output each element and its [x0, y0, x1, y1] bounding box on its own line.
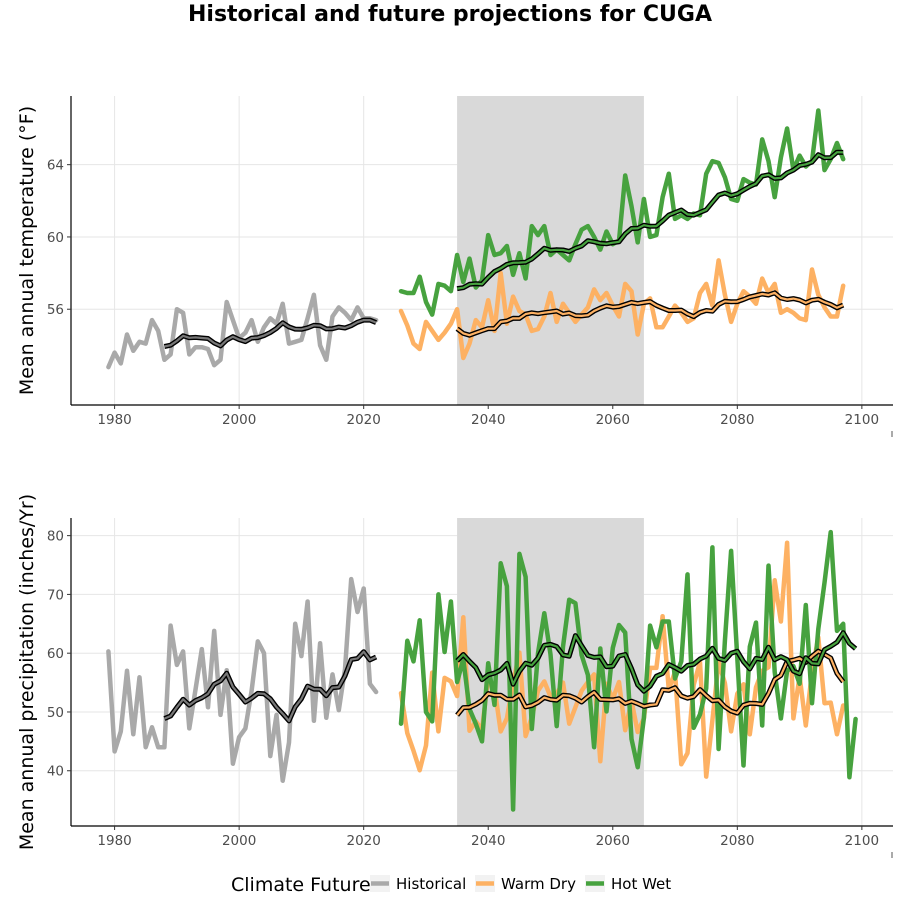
precipitation-panel: 1980 2000 2020 2040 2060 2080 2100 4050607080 … [16, 494, 893, 858]
precipitation-series-hot-wet [398, 529, 858, 812]
precipitation-series-historical [106, 576, 379, 783]
temperature-x-tick-label: 1980 [97, 412, 131, 428]
temperature-smoothed-lines [163, 149, 845, 349]
precipitation-y-tick-label: 60 [47, 646, 64, 662]
precipitation-x-tick-label: 2020 [347, 833, 381, 849]
precipitation-smooth-hot-wet [456, 631, 857, 693]
precipitation-y-tick-label: 40 [47, 764, 64, 780]
temperature-y-tick-label: 56 [47, 302, 64, 318]
temperature-x-tick-label: 2040 [471, 412, 505, 428]
chart-title: Historical and future projections for CU… [188, 2, 712, 27]
legend-label-hot-wet: Hot Wet [611, 875, 671, 893]
precipitation-y-axis-label: Mean annual precipitation (inches/Yr) [16, 494, 38, 850]
temperature-panel: 1980 2000 2020 2040 2060 2080 2100 56 60 64 Mean… [16, 96, 893, 437]
temperature-smooth-hot-wet [456, 151, 844, 290]
precipitation-x-tick-label: 2040 [471, 833, 505, 849]
temperature-smooth-warm-dry [456, 291, 844, 337]
temperature-axes [70, 96, 893, 437]
precipitation-x-tick-label: 2000 [222, 833, 256, 849]
temperature-x-tick-label: 2020 [347, 412, 381, 428]
precipitation-y-tick-label: 50 [47, 705, 64, 721]
temperature-y-tick-label: 60 [47, 230, 64, 246]
legend-label-historical: Historical [396, 875, 466, 893]
temperature-y-tick-labels: 56 60 64 [47, 158, 71, 318]
temperature-y-axis-label: Mean annual temperature (°F) [16, 106, 38, 395]
legend-items: Historical Warm Dry Hot Wet [370, 875, 671, 893]
precipitation-x-tick-label: 2080 [720, 833, 754, 849]
precipitation-axes [70, 518, 893, 858]
temperature-y-tick-label: 64 [47, 158, 64, 174]
temperature-x-tick-label: 2060 [596, 412, 630, 428]
precipitation-y-tick-label: 70 [47, 587, 64, 603]
precipitation-y-tick-label: 80 [47, 529, 64, 545]
temperature-x-tick-label: 2000 [222, 412, 256, 428]
temperature-x-tick-labels: 1980 2000 2020 2040 2060 2080 2100 [97, 405, 879, 428]
legend-item-warm-dry: Warm Dry [475, 875, 576, 893]
precipitation-y-tick-labels: 40 50 60 70 80 [47, 529, 71, 780]
precipitation-x-tick-label: 2060 [596, 833, 630, 849]
precipitation-x-tick-label: 2100 [845, 833, 879, 849]
precipitation-x-tick-labels: 1980 2000 2020 2040 2060 2080 2100 [97, 826, 879, 849]
precipitation-smoothed-lines [163, 630, 858, 724]
legend-item-hot-wet: Hot Wet [585, 875, 671, 893]
temperature-smooth-historical [164, 319, 377, 348]
legend-title: Climate Future [231, 874, 371, 896]
temperature-series-historical [106, 292, 379, 370]
temperature-x-tick-label: 2100 [845, 412, 879, 428]
precipitation-smooth-warm-dry [456, 650, 845, 716]
legend: Climate Future Historical Warm Dry Hot Wet [231, 874, 671, 896]
legend-item-historical: Historical [370, 875, 466, 893]
precipitation-x-tick-label: 1980 [97, 833, 131, 849]
legend-label-warm-dry: Warm Dry [501, 875, 576, 893]
temperature-x-tick-label: 2080 [720, 412, 754, 428]
temperature-series-warm-dry [398, 258, 846, 361]
precipitation-smooth-historical [163, 650, 377, 723]
